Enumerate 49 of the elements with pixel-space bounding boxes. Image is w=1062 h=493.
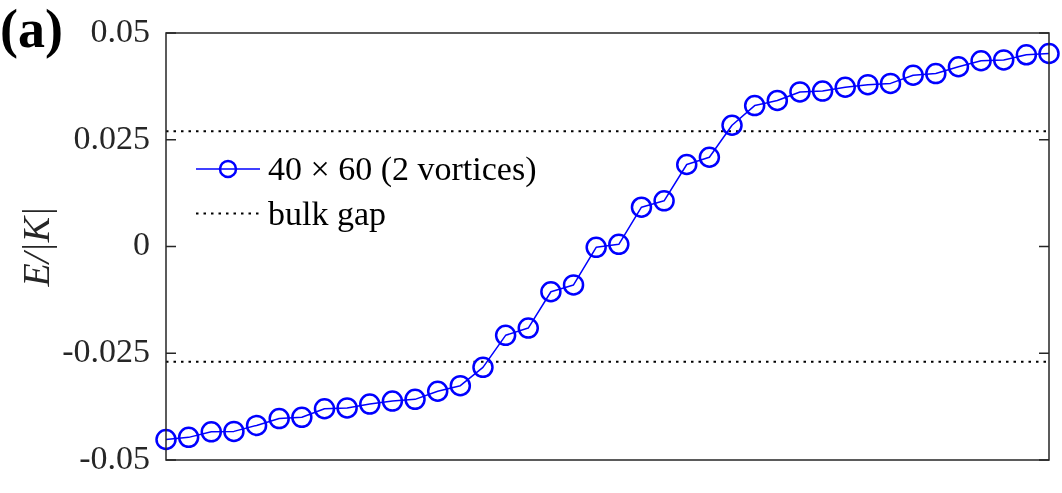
point <box>947 55 970 78</box>
point <box>789 81 811 103</box>
point <box>177 426 200 449</box>
point <box>766 89 789 112</box>
point <box>834 76 856 98</box>
point <box>721 114 743 136</box>
y-tick-label: 0.025 <box>73 118 150 156</box>
point <box>313 398 336 420</box>
legend-label: 40 × 60 (2 vortices) <box>268 149 537 188</box>
point <box>562 274 585 296</box>
point <box>811 80 834 102</box>
text: (a) <box>0 0 63 59</box>
point <box>540 281 562 303</box>
point <box>245 414 268 437</box>
y-tick-label: 0.05 <box>90 11 150 49</box>
point <box>472 356 494 379</box>
point <box>675 153 698 176</box>
point <box>925 62 947 85</box>
point <box>449 374 472 397</box>
point <box>1038 42 1060 65</box>
point <box>653 190 675 212</box>
point <box>992 49 1015 71</box>
point <box>743 94 766 117</box>
y-tick-label: 0 <box>133 225 150 263</box>
y-axis-title: E/|K| <box>14 206 57 288</box>
point <box>223 420 245 443</box>
point <box>494 324 517 347</box>
point <box>200 421 223 443</box>
point <box>359 393 381 415</box>
point <box>404 388 426 411</box>
legend-label: bulk gap <box>268 194 387 233</box>
y-tick-label: -0.05 <box>79 438 150 476</box>
point <box>336 397 358 419</box>
point <box>426 380 449 402</box>
point <box>608 233 630 256</box>
point <box>698 146 721 169</box>
point <box>630 196 653 218</box>
y-tick-label: -0.025 <box>62 332 150 370</box>
point <box>155 428 177 451</box>
point <box>381 390 404 412</box>
point <box>291 406 313 429</box>
point <box>268 407 290 430</box>
point <box>857 73 879 96</box>
point <box>585 236 607 259</box>
point <box>1015 44 1038 66</box>
point <box>902 64 924 87</box>
point <box>517 317 540 339</box>
point <box>879 72 902 95</box>
point <box>970 50 992 72</box>
